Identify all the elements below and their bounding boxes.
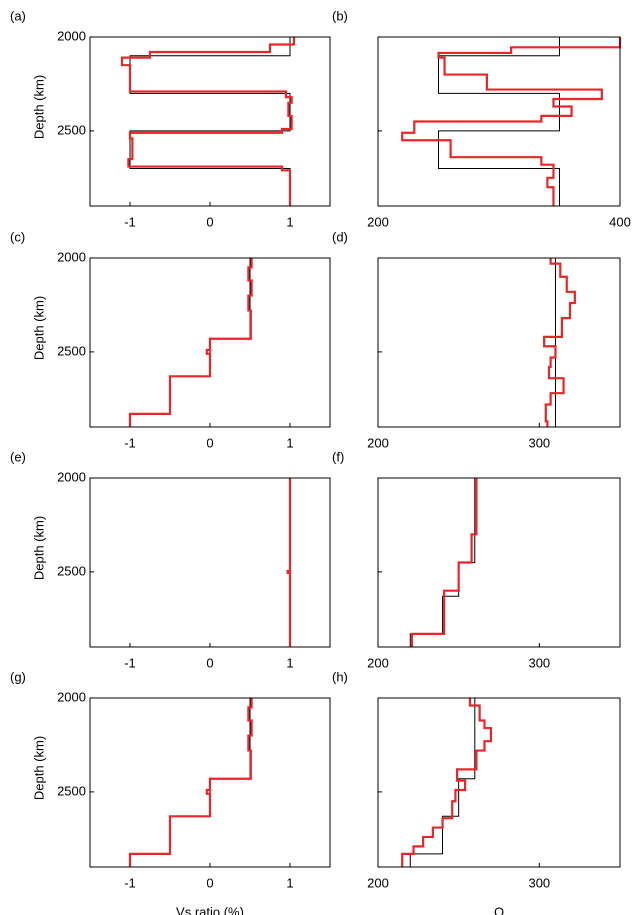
x-tick-label: 1 — [286, 875, 293, 890]
y-axis-label: Depth (km) — [31, 296, 46, 360]
y-tick-label: 2000 — [57, 28, 86, 43]
panel: (a) -1 0 1 2000 2500 Depth (km) — [10, 8, 331, 229]
panel: (h) 200 300 Q — [332, 669, 621, 915]
panel-label: (d) — [332, 229, 348, 244]
plot-frame — [89, 257, 331, 428]
profile-line — [128, 258, 253, 427]
x-tick-label: 300 — [528, 875, 550, 890]
plot-frame — [377, 36, 621, 207]
x-axis-label: Vs ratio (%) — [176, 904, 244, 915]
panel: (g) -1 0 1 2000 2500 Depth (km) Vs ratio (%) — [10, 669, 331, 915]
x-tick-label: 1 — [286, 435, 293, 450]
y-tick-label: 2500 — [57, 563, 86, 578]
profile-line — [401, 37, 622, 206]
x-tick-label: -1 — [124, 435, 136, 450]
plot-frame — [377, 257, 621, 428]
profile-line — [286, 478, 292, 647]
profile-line — [409, 698, 476, 867]
x-tick-label: 200 — [367, 214, 389, 229]
y-axis-label: Depth (km) — [31, 736, 46, 800]
plot-frame — [89, 477, 331, 648]
plot-frame — [377, 697, 621, 868]
x-tick-label: 200 — [367, 655, 389, 670]
y-axis-label: Depth (km) — [31, 75, 46, 139]
panel-label: (a) — [10, 8, 26, 23]
x-tick-label: 300 — [528, 435, 550, 450]
profile-line — [129, 698, 251, 867]
panel: (b) 200 400 — [332, 8, 631, 229]
x-tick-label: 0 — [206, 875, 213, 890]
y-tick-label: 2000 — [57, 469, 86, 484]
x-tick-label: 200 — [367, 435, 389, 450]
x-tick-label: -1 — [124, 655, 136, 670]
profile-line — [543, 258, 576, 427]
profile-line — [129, 258, 251, 427]
panel: (d) 200 300 — [332, 229, 621, 450]
x-tick-label: 1 — [286, 655, 293, 670]
profile-line — [129, 37, 291, 206]
plot-frame — [89, 36, 331, 207]
plot-frame — [89, 697, 331, 868]
y-tick-label: 2500 — [57, 122, 86, 137]
x-tick-label: -1 — [124, 875, 136, 890]
panel-label: (h) — [332, 669, 348, 684]
y-tick-label: 2000 — [57, 689, 86, 704]
panel: (c) -1 0 1 2000 2500 Depth (km) — [10, 229, 331, 450]
panel-label: (g) — [10, 669, 26, 684]
profile-line — [438, 37, 560, 206]
panel: (f) 200 300 — [332, 449, 621, 670]
panel-label: (f) — [332, 449, 344, 464]
profile-line — [401, 698, 493, 867]
profile-line — [128, 698, 253, 867]
profile-line — [120, 37, 296, 206]
x-tick-label: 0 — [206, 655, 213, 670]
x-tick-label: 0 — [206, 435, 213, 450]
x-tick-label: 0 — [206, 214, 213, 229]
x-tick-label: 200 — [367, 875, 389, 890]
y-axis-label: Depth (km) — [31, 516, 46, 580]
x-tick-label: 300 — [528, 655, 550, 670]
panel: (e) -1 0 1 2000 2500 Depth (km) — [10, 449, 331, 670]
panel-label: (e) — [10, 449, 26, 464]
profile-line — [410, 478, 478, 647]
y-tick-label: 2500 — [57, 343, 86, 358]
x-axis-label: Q — [494, 904, 504, 915]
panel-label: (b) — [332, 8, 348, 23]
y-tick-label: 2500 — [57, 783, 86, 798]
x-tick-label: 1 — [286, 214, 293, 229]
y-tick-label: 2000 — [57, 249, 86, 264]
x-tick-label: 400 — [609, 214, 631, 229]
panel-label: (c) — [10, 229, 25, 244]
x-tick-label: -1 — [124, 214, 136, 229]
plot-frame — [377, 477, 621, 648]
